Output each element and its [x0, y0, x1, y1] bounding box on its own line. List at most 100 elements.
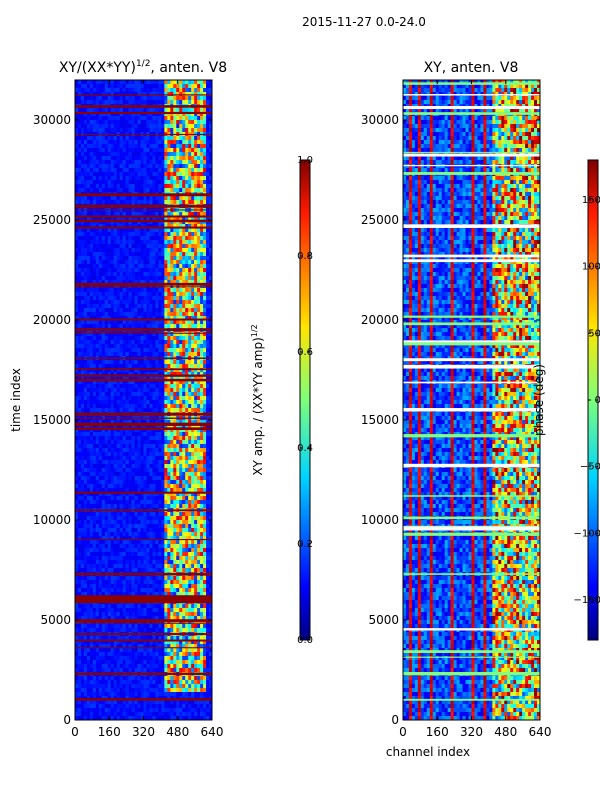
heatmap-cell [197, 248, 201, 253]
heatmap-cell [95, 376, 100, 381]
heatmap-cell [83, 360, 88, 365]
heatmap-cell [86, 176, 91, 181]
heatmap-cell [122, 496, 126, 501]
heatmap-cell [140, 216, 144, 221]
heatmap-cell [83, 236, 88, 241]
heatmap-cell [191, 420, 195, 425]
heatmap-cell [152, 308, 156, 313]
heatmap-cell [137, 148, 141, 153]
heatmap-cell [152, 168, 156, 173]
heatmap-cell [164, 212, 168, 217]
heatmap-cell [137, 280, 141, 285]
heatmap-cell [158, 280, 162, 285]
heatmap-cell [83, 228, 88, 233]
heatmap-cell [101, 428, 106, 433]
heatmap-cell [191, 176, 195, 181]
heatmap-cell [95, 240, 100, 245]
heatmap-cell [185, 280, 189, 285]
heatmap-cell [182, 80, 186, 85]
heatmap-cell [104, 464, 109, 469]
heatmap-cell [194, 316, 198, 321]
heatmap-cell [167, 400, 171, 405]
heatmap-cell [119, 376, 123, 381]
heatmap-cell [116, 288, 120, 293]
heatmap-cell [170, 244, 174, 249]
heatmap-cell [95, 392, 100, 397]
heatmap-cell [209, 136, 212, 141]
heatmap-cell [86, 468, 91, 473]
heatmap-cell [128, 440, 132, 445]
heatmap-cell [95, 160, 100, 165]
heatmap-cell [83, 96, 88, 101]
heatmap-cell [206, 484, 210, 489]
heatmap-cell [185, 316, 189, 321]
heatmap-cell [164, 256, 168, 261]
heatmap-cell [176, 420, 180, 425]
heatmap-cell [86, 408, 91, 413]
heatmap-cell [92, 100, 97, 105]
heatmap-cell [155, 80, 159, 85]
heatmap-cell [89, 116, 94, 121]
heatmap-cell [113, 184, 117, 189]
heatmap-cell [173, 152, 177, 157]
heatmap-cell [140, 224, 144, 229]
heatmap-cell [131, 336, 135, 341]
heatmap-cell [98, 128, 103, 133]
heatmap-cell [158, 128, 162, 133]
heatmap-cell [176, 448, 180, 453]
heatmap-cell [83, 396, 88, 401]
heatmap-cell [98, 92, 103, 97]
heatmap-cell [149, 284, 153, 289]
heatmap-cell [104, 316, 109, 321]
heatmap-cell [155, 400, 159, 405]
heatmap-cell [107, 392, 112, 397]
heatmap-cell [119, 96, 123, 101]
heatmap-cell [107, 364, 112, 369]
heatmap-cell [80, 140, 85, 145]
heatmap-cell [167, 188, 171, 193]
heatmap-cell [122, 344, 126, 349]
heatmap-cell [80, 436, 85, 441]
heatmap-cell [206, 316, 210, 321]
heatmap-cell [110, 80, 115, 85]
heatmap-cell [203, 408, 207, 413]
heatmap-cell [80, 252, 85, 257]
heatmap-cell [86, 224, 91, 229]
heatmap-cell [75, 244, 79, 249]
heatmap-cell [137, 244, 141, 249]
heatmap-cell [149, 212, 153, 217]
heatmap-cell [149, 332, 153, 337]
heatmap-cell [113, 236, 117, 241]
heatmap-cell [86, 172, 91, 177]
heatmap-cell [95, 476, 100, 481]
heatmap-cell [146, 424, 150, 429]
heatmap-cell [98, 216, 103, 221]
heatmap-cell [173, 364, 177, 369]
heatmap-cell [134, 100, 138, 105]
heatmap-cell [134, 348, 138, 353]
heatmap-cell [146, 304, 150, 309]
heatmap-cell [179, 280, 183, 285]
heatmap-cell [209, 300, 212, 305]
heatmap-cell [206, 476, 210, 481]
heatmap-cell [107, 464, 112, 469]
heatmap-cell [164, 164, 168, 169]
heatmap-cell [113, 492, 117, 497]
heatmap-cell [179, 128, 183, 133]
heatmap-cell [98, 436, 103, 441]
heatmap-cell [170, 80, 174, 85]
heatmap-cell [122, 164, 126, 169]
heatmap-cell [83, 124, 88, 129]
heatmap-cell [98, 236, 103, 241]
heatmap-cell [167, 392, 171, 397]
heatmap-cell [83, 408, 88, 413]
heatmap-cell [152, 312, 156, 317]
heatmap-cell [146, 388, 150, 393]
heatmap-cell [134, 380, 138, 385]
heatmap-cell [146, 440, 150, 445]
heatmap-cell [125, 452, 129, 457]
heatmap-cell [92, 472, 97, 477]
heatmap-cell [167, 504, 171, 509]
heatmap-cell [101, 80, 106, 85]
heatmap-cell [197, 484, 201, 489]
